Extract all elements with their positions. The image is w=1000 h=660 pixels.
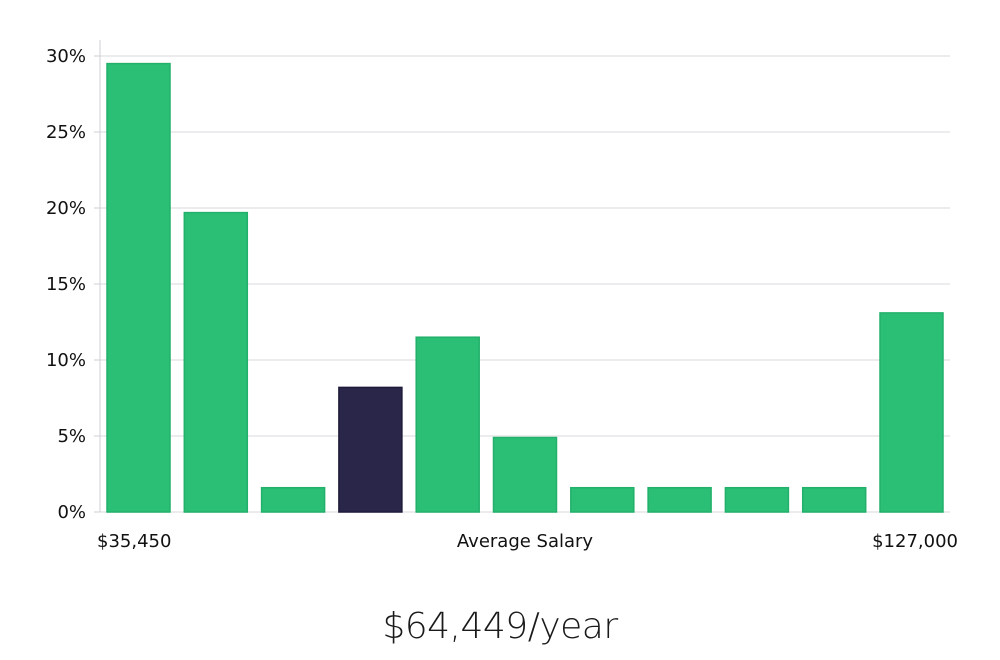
y-axis-ticks: 0% 5% 10% 15% 20% 25% 30% — [46, 46, 100, 523]
bars — [106, 62, 944, 513]
bar — [260, 486, 326, 513]
bar — [106, 62, 171, 513]
y-tick-label: 5% — [57, 426, 86, 447]
bar — [724, 486, 790, 513]
y-tick-label: 25% — [46, 122, 86, 143]
bar — [879, 312, 944, 513]
average-salary-value: $64,449/year — [382, 606, 618, 647]
y-tick-label: 15% — [46, 274, 86, 295]
y-tick-label: 0% — [57, 502, 86, 523]
x-min-label: $35,450 — [97, 531, 171, 552]
x-axis-label: Average Salary — [457, 531, 594, 552]
y-tick-label: 30% — [46, 46, 86, 67]
salary-histogram: 0% 5% 10% 15% 20% 25% 30% $35,450 Average Sala… — [46, 40, 958, 552]
bar-highlighted — [338, 386, 403, 513]
bar — [415, 336, 480, 513]
bar — [801, 486, 867, 513]
bar — [570, 486, 635, 513]
x-max-label: $127,000 — [872, 531, 958, 552]
bar — [647, 486, 712, 513]
y-tick-label: 20% — [46, 198, 86, 219]
bar — [492, 436, 558, 513]
y-tick-label: 10% — [46, 350, 86, 371]
bar — [183, 211, 249, 513]
